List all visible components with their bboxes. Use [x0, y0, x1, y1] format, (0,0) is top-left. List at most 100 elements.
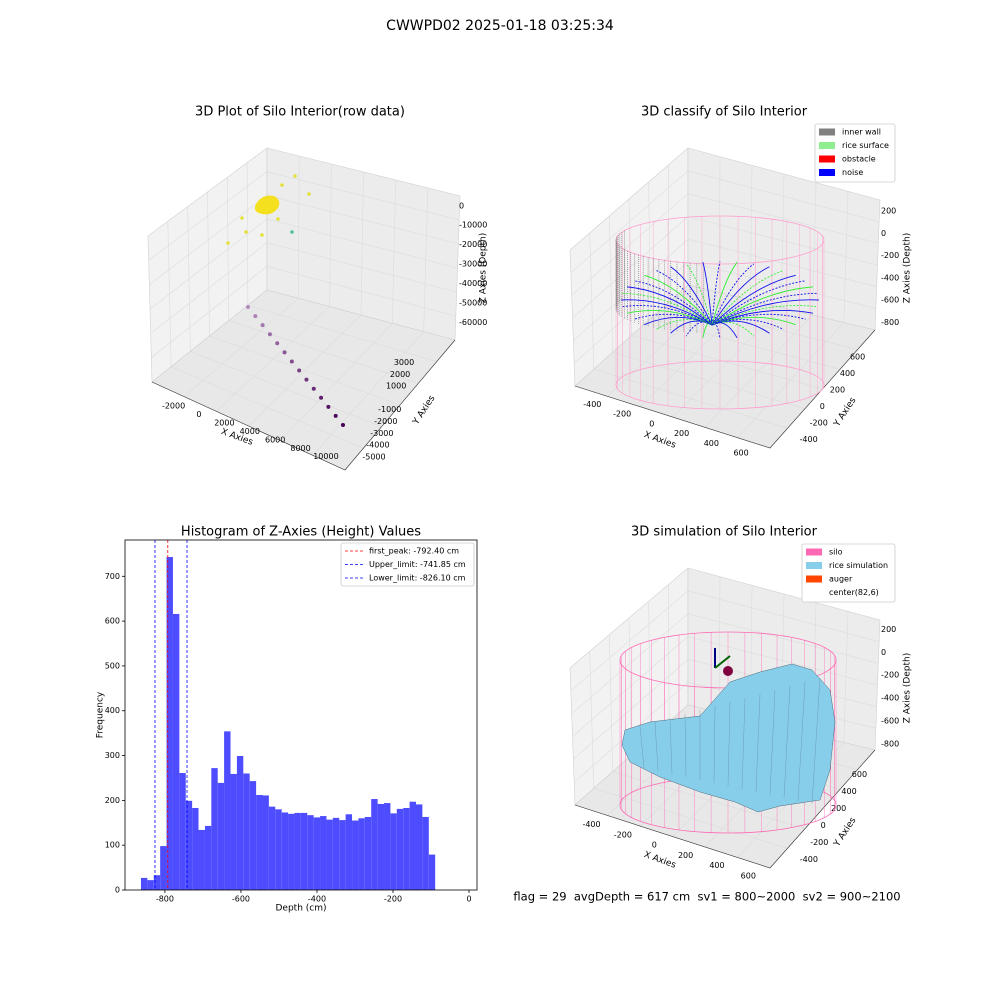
legend-swatch — [819, 155, 835, 163]
bar — [147, 880, 154, 890]
classified-line — [644, 274, 713, 326]
legend-label: noise — [842, 168, 863, 177]
panel-title: Histogram of Z-Axies (Height) Values — [181, 525, 421, 540]
classified-line — [711, 266, 770, 326]
pane-grid — [687, 261, 876, 309]
mesh-line — [797, 681, 806, 802]
y-tick-label: -5000 — [362, 452, 385, 461]
point — [311, 386, 316, 391]
bar — [320, 816, 327, 890]
x-axis-label: Depth (cm) — [275, 904, 326, 914]
legend-label: first_peak: -792.40 cm — [369, 547, 459, 556]
bar — [288, 813, 295, 890]
y-tick-label: 0 — [821, 821, 826, 830]
bar — [172, 613, 180, 890]
bar — [377, 803, 385, 890]
bar — [358, 818, 365, 890]
auger-head — [723, 666, 733, 676]
bar — [371, 799, 378, 890]
bar — [166, 557, 173, 890]
legend-swatch — [819, 142, 835, 149]
classified-line — [685, 321, 713, 337]
point — [267, 332, 272, 337]
panel-title: 3D Plot of Silo Interior(row data) — [195, 105, 405, 120]
status-line: flag = 29 avgDepth = 617 cm sv1 = 800~20… — [513, 890, 900, 904]
classified-line — [634, 280, 713, 326]
y-tick-label: 100 — [105, 841, 120, 850]
bar — [249, 781, 257, 890]
legend-label: Lower_limit: -826.10 cm — [369, 574, 466, 583]
classified-line — [711, 280, 806, 326]
z-tick-label: -30000 — [459, 260, 487, 269]
legend-label: Upper_limit: -741.85 cm — [369, 560, 466, 569]
x-tick-label: 400 — [704, 439, 719, 448]
legend-label: rice surface — [842, 141, 889, 150]
point — [307, 192, 311, 196]
mesh-line — [741, 697, 746, 790]
x-tick-label: 8000 — [290, 444, 310, 453]
y-tick-label: 400 — [841, 787, 856, 796]
bar — [236, 756, 244, 890]
y-tick-label: -2000 — [374, 417, 397, 426]
z-tick-label: -400 — [881, 273, 899, 282]
point — [246, 305, 250, 309]
x-axis-label: X Axies — [642, 430, 677, 451]
z-tick-label: -600 — [881, 716, 899, 725]
y-tick-label: 0 — [820, 402, 825, 411]
legend-box — [814, 123, 896, 183]
point — [280, 183, 284, 187]
bar — [390, 813, 397, 890]
classified-line — [627, 286, 713, 326]
x-tick-label: -200 — [614, 830, 632, 839]
y-tick-label: -4000 — [366, 441, 389, 450]
panel-title: 3D simulation of Silo Interior — [631, 525, 818, 540]
legend-label: center(82,6) — [829, 588, 879, 597]
bar — [332, 817, 340, 890]
panel-title: 3D classify of Silo Interior — [641, 105, 808, 120]
point — [260, 323, 265, 328]
bar — [256, 794, 263, 890]
mesh-line — [783, 685, 791, 799]
bar — [275, 809, 282, 890]
legend-label: rice simulation — [829, 561, 888, 570]
bar — [409, 801, 416, 890]
classified-line — [627, 309, 713, 326]
point — [289, 359, 294, 364]
bar — [294, 812, 301, 890]
classified-line — [670, 266, 713, 326]
point — [290, 230, 294, 234]
plot-frame — [124, 539, 478, 891]
point — [326, 404, 331, 409]
classified-line — [711, 305, 818, 326]
bar — [345, 814, 353, 890]
pane-grid — [151, 266, 268, 358]
bar — [185, 800, 193, 890]
x-tick-label: 0 — [466, 895, 471, 904]
bar — [422, 816, 429, 890]
z-tick-label: 0 — [881, 229, 886, 238]
figure-title: CWWPD02 2025-01-18 03:25:34 — [386, 18, 614, 34]
x-tick-label: 200 — [674, 429, 689, 438]
mesh-line — [684, 713, 687, 778]
mesh-line — [769, 689, 776, 796]
z-tick-label: -20000 — [459, 240, 487, 249]
axis-line — [151, 339, 456, 471]
bar — [179, 773, 186, 890]
legend-swatch — [806, 589, 822, 596]
y-tick-label: 200 — [105, 796, 120, 805]
z-axis-label: Z Axies (Depth) — [903, 653, 913, 724]
y-tick-label: 400 — [105, 706, 120, 715]
bar — [300, 812, 308, 890]
bar — [415, 804, 423, 890]
bar — [204, 825, 212, 890]
point — [293, 174, 297, 178]
z-tick-label: 0 — [459, 201, 464, 210]
classified-line — [711, 270, 784, 326]
z-tick-label: -200 — [881, 671, 899, 680]
classified-line — [711, 274, 796, 326]
point-cloud — [254, 195, 280, 215]
z-tick-label: 200 — [881, 207, 896, 216]
x-tick-label: 4000 — [240, 427, 260, 436]
z-tick-label: -60000 — [459, 318, 487, 327]
y-tick-label: 600 — [105, 617, 120, 626]
